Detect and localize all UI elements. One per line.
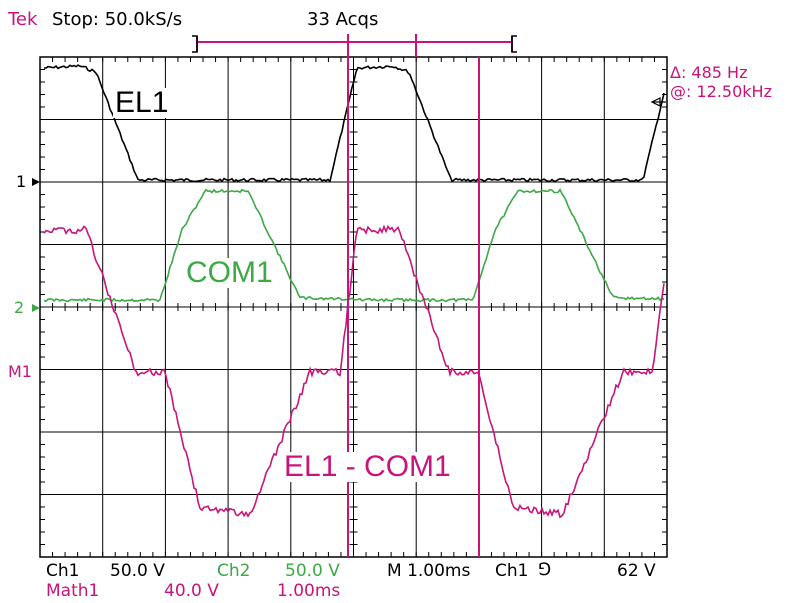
brand-label: Tek [8, 9, 38, 30]
waveform-el1 [43, 64, 665, 183]
label-diff: EL1 - COM1 [282, 450, 453, 483]
trigger-bracket [192, 34, 517, 57]
acquisition-status: Stop: 50.0kS/s [52, 9, 183, 30]
ch1-marker: 1 [16, 172, 27, 191]
waveform-com1 [43, 188, 665, 303]
trigger-source: Ch1 [495, 561, 529, 581]
ch2-label: Ch2 [217, 561, 251, 581]
timebase: M 1.00ms [387, 561, 471, 581]
ch2-scale: 50.0 V [285, 561, 340, 581]
acquisition-count: 33 Acqs [307, 9, 379, 30]
ch1-label: Ch1 [46, 561, 80, 581]
trigger-slope-icon: ⅁ [538, 560, 552, 580]
waveform-math1 [43, 224, 665, 519]
cursor-delta-readout: Δ: 485 Hz [670, 63, 748, 82]
ch1-scale: 50.0 V [110, 561, 165, 581]
math-marker: M1 [8, 362, 32, 381]
ch2-marker: 2 [14, 298, 25, 317]
cursor-at-readout: @: 12.50kHz [670, 82, 772, 101]
ch2-marker-arrow [32, 304, 40, 312]
ch1-marker-arrow [32, 178, 40, 186]
math-label: Math1 [46, 581, 100, 601]
trigger-level: 62 V [617, 561, 656, 581]
label-com1: COM1 [184, 256, 275, 289]
math-timebase: 1.00ms [277, 581, 341, 601]
label-el1: EL1 [113, 86, 171, 119]
math-scale: 40.0 V [164, 581, 219, 601]
trigger-level-icon [650, 97, 666, 107]
